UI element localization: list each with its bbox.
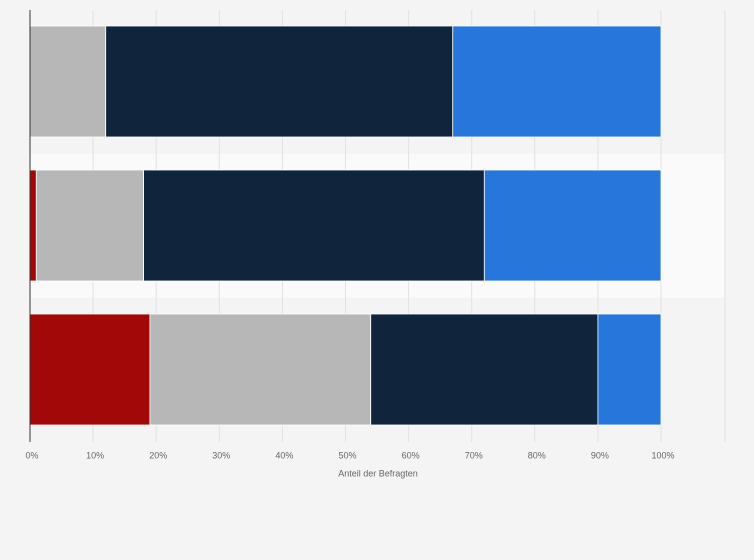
bar-segment <box>143 169 485 282</box>
x-tick-label: 100% <box>651 450 674 460</box>
x-tick-label: 50% <box>338 450 356 460</box>
bar-segment <box>29 25 107 138</box>
bar-segment <box>452 25 662 138</box>
x-tick-label: 10% <box>86 450 104 460</box>
bar-segment <box>35 169 144 282</box>
x-tick-label: 80% <box>528 450 546 460</box>
bar-segment <box>105 25 454 138</box>
bar-segment <box>483 169 662 282</box>
x-axis-title: Anteil der Befragten <box>338 468 418 478</box>
x-tick-label: 70% <box>465 450 483 460</box>
x-tick-label: 30% <box>212 450 230 460</box>
x-tick-label: 40% <box>275 450 293 460</box>
x-tick-label: 60% <box>402 450 420 460</box>
x-tick-label: 0% <box>25 450 38 460</box>
bar-segment <box>597 313 662 426</box>
bar-segment <box>370 313 599 426</box>
bar-segment <box>29 169 37 282</box>
x-tick-label: 20% <box>149 450 167 460</box>
bar-segment <box>149 313 372 426</box>
bar-segment <box>29 313 151 426</box>
x-tick-label: 90% <box>591 450 609 460</box>
